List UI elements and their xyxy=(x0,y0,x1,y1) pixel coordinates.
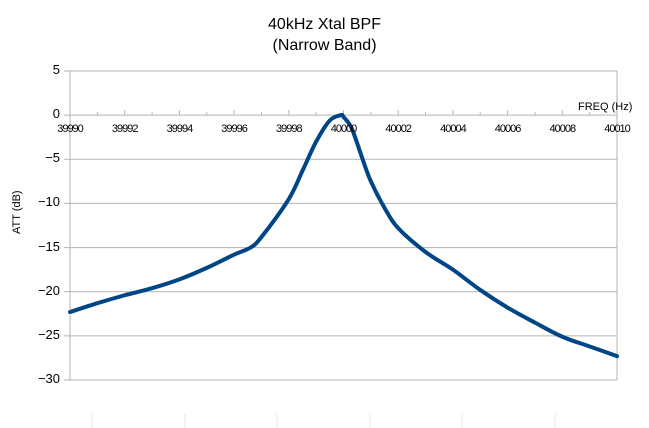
x-tick-label: 40000 xyxy=(330,123,358,136)
y-tick-label: −5 xyxy=(45,150,60,166)
y-tick-label: −15 xyxy=(37,238,60,254)
x-tick-label: 39998 xyxy=(276,123,303,136)
bottom-ticks xyxy=(91,414,556,428)
x-tick-label: 40004 xyxy=(440,123,467,136)
x-tick-label: 39996 xyxy=(221,123,248,136)
grid-lines xyxy=(64,70,618,381)
y-tick-label: −25 xyxy=(37,326,60,342)
y-tick-label: −30 xyxy=(37,371,60,386)
x-tick-label: 40010 xyxy=(604,123,631,136)
x-axis-label: FREQ (Hz) xyxy=(578,101,633,113)
y-tick-label: 0 xyxy=(52,106,60,122)
x-tick-label: 40002 xyxy=(385,123,412,136)
x-tick-label: 39990 xyxy=(57,123,84,136)
axes xyxy=(69,110,618,116)
chart-title-line2: (Narrow Band) xyxy=(272,37,377,54)
y-tick-label: 5 xyxy=(52,62,60,77)
attenuation-curve xyxy=(68,112,619,359)
x-tick-label: 39994 xyxy=(166,123,194,136)
x-tick-label: 39992 xyxy=(111,123,139,136)
y-tick-label: −10 xyxy=(37,194,60,210)
x-tick-label: 40006 xyxy=(494,123,522,136)
y-tick-label: −20 xyxy=(37,282,60,298)
x-tick-label: 40008 xyxy=(549,123,577,136)
chart-title-line1: 40kHz Xtal BPF xyxy=(268,16,381,33)
